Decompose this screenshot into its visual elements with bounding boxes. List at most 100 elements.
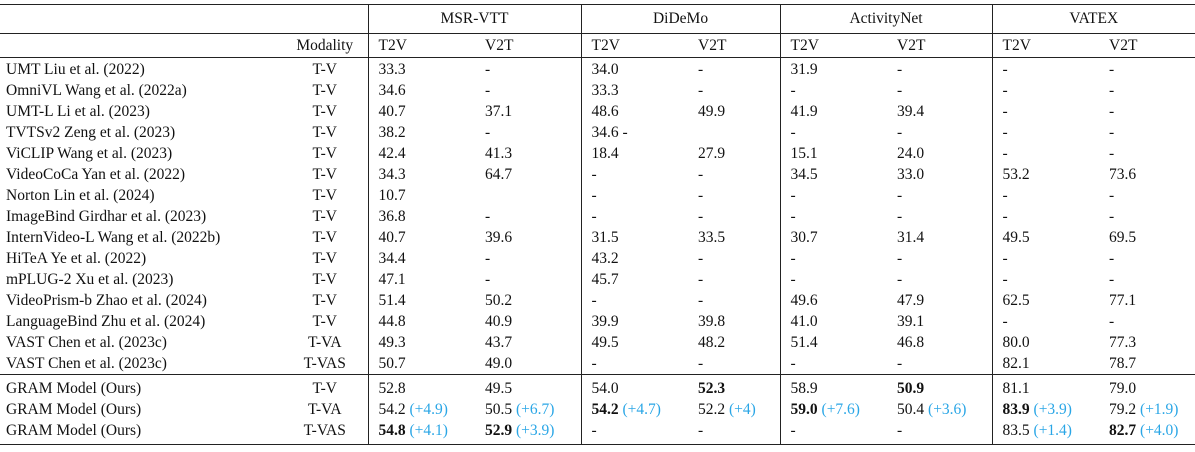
- score-cell: 49.9: [698, 102, 726, 120]
- score-cell: 53.2: [991, 164, 1100, 185]
- score-cell: 50.4 (+3.6): [887, 399, 992, 420]
- score: 52.2: [698, 400, 726, 418]
- score-cell: 48.6: [580, 101, 689, 122]
- score-cell: 49.6: [779, 290, 888, 311]
- score-cell: -: [779, 248, 888, 269]
- score-cell: 30.7: [779, 227, 888, 248]
- modality: T-V: [312, 123, 337, 141]
- table-row: Norton Lin et al. (2024) T-V 10.7- - - - - -: [0, 185, 1195, 206]
- score-cell: 50.7: [367, 353, 475, 375]
- score-cell: 46.8: [897, 333, 925, 351]
- metric-header: T2V: [991, 33, 1100, 58]
- metric-header: V2T: [475, 33, 582, 58]
- modality: T-V: [312, 228, 337, 246]
- model-name: Norton Lin et al. (2024): [6, 186, 155, 204]
- score-cell: 34.4: [367, 248, 475, 269]
- table-row: ImageBind Girdhar et al. (2023) T-V 36.8- -…: [0, 206, 1195, 227]
- score: 79.2: [1109, 400, 1137, 418]
- modality: T-V: [312, 312, 337, 330]
- score-cell: 40.7: [367, 101, 475, 122]
- score-cell: -: [485, 270, 491, 288]
- model-name: GRAM Model (Ours): [0, 374, 282, 399]
- score-cell: 38.2: [367, 122, 475, 143]
- score-cell: -: [991, 269, 1100, 290]
- table-row: ViCLIP Wang et al. (2023) T-V 42.4 41.3 18.4…: [0, 143, 1195, 164]
- score-delta: (+3.9): [1033, 400, 1072, 418]
- model-name: TVTSv2 Zeng et al. (2023): [6, 123, 176, 141]
- score-cell: 24.0: [897, 144, 925, 162]
- score-cell: -: [485, 60, 491, 78]
- score-cell: 59.0 (+7.6): [779, 399, 888, 420]
- score-cell: -: [1109, 102, 1115, 120]
- table-row: OmniVL Wang et al. (2022a) T-V 34.6-33.3- -…: [0, 80, 1195, 101]
- score-cell: -: [991, 143, 1100, 164]
- score-cell: -: [698, 81, 704, 99]
- score-cell: -: [1109, 60, 1115, 78]
- score-cell: 42.4: [367, 143, 475, 164]
- modality-header: Modality: [282, 33, 368, 58]
- dataset-header: DiDeMo: [580, 4, 781, 34]
- score-cell: -: [698, 270, 704, 288]
- table-row: LanguageBind Zhu et al. (2024) T-V 44.8 40.…: [0, 311, 1195, 332]
- score-cell: -: [991, 248, 1100, 269]
- score-cell: -: [698, 186, 704, 204]
- results-table: MSR-VTT DiDeMo ActivityNet VATEX Modality T2V…: [0, 4, 1195, 445]
- score-cell: -: [779, 206, 888, 227]
- score-delta: (+1.4): [1033, 421, 1072, 439]
- score-cell: 78.7: [1109, 354, 1137, 372]
- score-cell: 79.2 (+1.9): [1099, 399, 1195, 420]
- metric-header: T2V: [367, 33, 475, 58]
- table-row: UMT Liu et al. (2022) T-V 33.3-34.0-31.9- -…: [0, 57, 1195, 80]
- score-cell: -: [779, 420, 888, 445]
- score: 50.4: [897, 400, 925, 418]
- metric-header: V2T: [688, 33, 781, 58]
- metric-header: V2T: [887, 33, 993, 58]
- score-cell: 34.0: [580, 57, 689, 80]
- score-cell: -: [580, 185, 689, 206]
- score-cell: 77.3: [1109, 333, 1137, 351]
- score-delta: (+4.7): [622, 400, 661, 418]
- score-cell: -: [1109, 270, 1115, 288]
- score-cell: 33.0: [897, 165, 925, 183]
- score-cell: 36.8: [367, 206, 475, 227]
- table-row: GRAM Model (Ours) T-V 52.8 49.5 54.0 52.3 58.9…: [0, 374, 1195, 399]
- modality: T-V: [312, 291, 337, 309]
- score-delta: (+4.0): [1140, 421, 1179, 439]
- score-cell: 31.5: [580, 227, 689, 248]
- modality: T-VA: [307, 333, 342, 351]
- score-cell: 41.0: [779, 311, 888, 332]
- model-name: GRAM Model (Ours): [6, 400, 142, 418]
- score-cell: 41.3: [485, 144, 513, 162]
- score-cell: -: [698, 165, 704, 183]
- score-cell: -: [897, 60, 903, 78]
- score-cell: -: [485, 81, 491, 99]
- score-cell: -: [1109, 186, 1115, 204]
- score-cell: -: [698, 207, 704, 225]
- score-cell: 49.5: [991, 227, 1100, 248]
- score-cell: -: [580, 420, 689, 445]
- modality: T-V: [312, 102, 337, 120]
- score: 82.7: [1109, 421, 1137, 439]
- dataset-header: MSR-VTT: [367, 4, 582, 34]
- score-cell: 47.1: [367, 269, 475, 290]
- score-cell: 73.6: [1109, 165, 1137, 183]
- model-name: VAST Chen et al. (2023c): [6, 333, 167, 351]
- score-cell: -: [698, 60, 704, 78]
- score-cell: 82.1: [991, 353, 1100, 375]
- modality: T-V: [312, 81, 337, 99]
- score-cell: 54.8 (+4.1): [367, 420, 475, 445]
- score-cell: 39.6: [485, 228, 513, 246]
- score-cell: 49.5: [475, 374, 582, 399]
- score-cell: 15.1: [779, 143, 888, 164]
- score-cell: -: [887, 420, 993, 445]
- model-name: VideoCoCa Yan et al. (2022): [6, 165, 186, 183]
- score-cell: -: [688, 420, 781, 445]
- model-name: UMT Liu et al. (2022): [6, 60, 145, 78]
- model-name: UMT-L Li et al. (2023): [6, 102, 150, 120]
- header-row: MSR-VTT DiDeMo ActivityNet VATEX: [0, 4, 1195, 34]
- score-cell: 81.1: [991, 374, 1100, 399]
- score-cell: 45.7: [580, 269, 689, 290]
- score-cell: 33.3: [367, 57, 475, 80]
- model-name: HiTeA Ye et al. (2022): [6, 249, 147, 267]
